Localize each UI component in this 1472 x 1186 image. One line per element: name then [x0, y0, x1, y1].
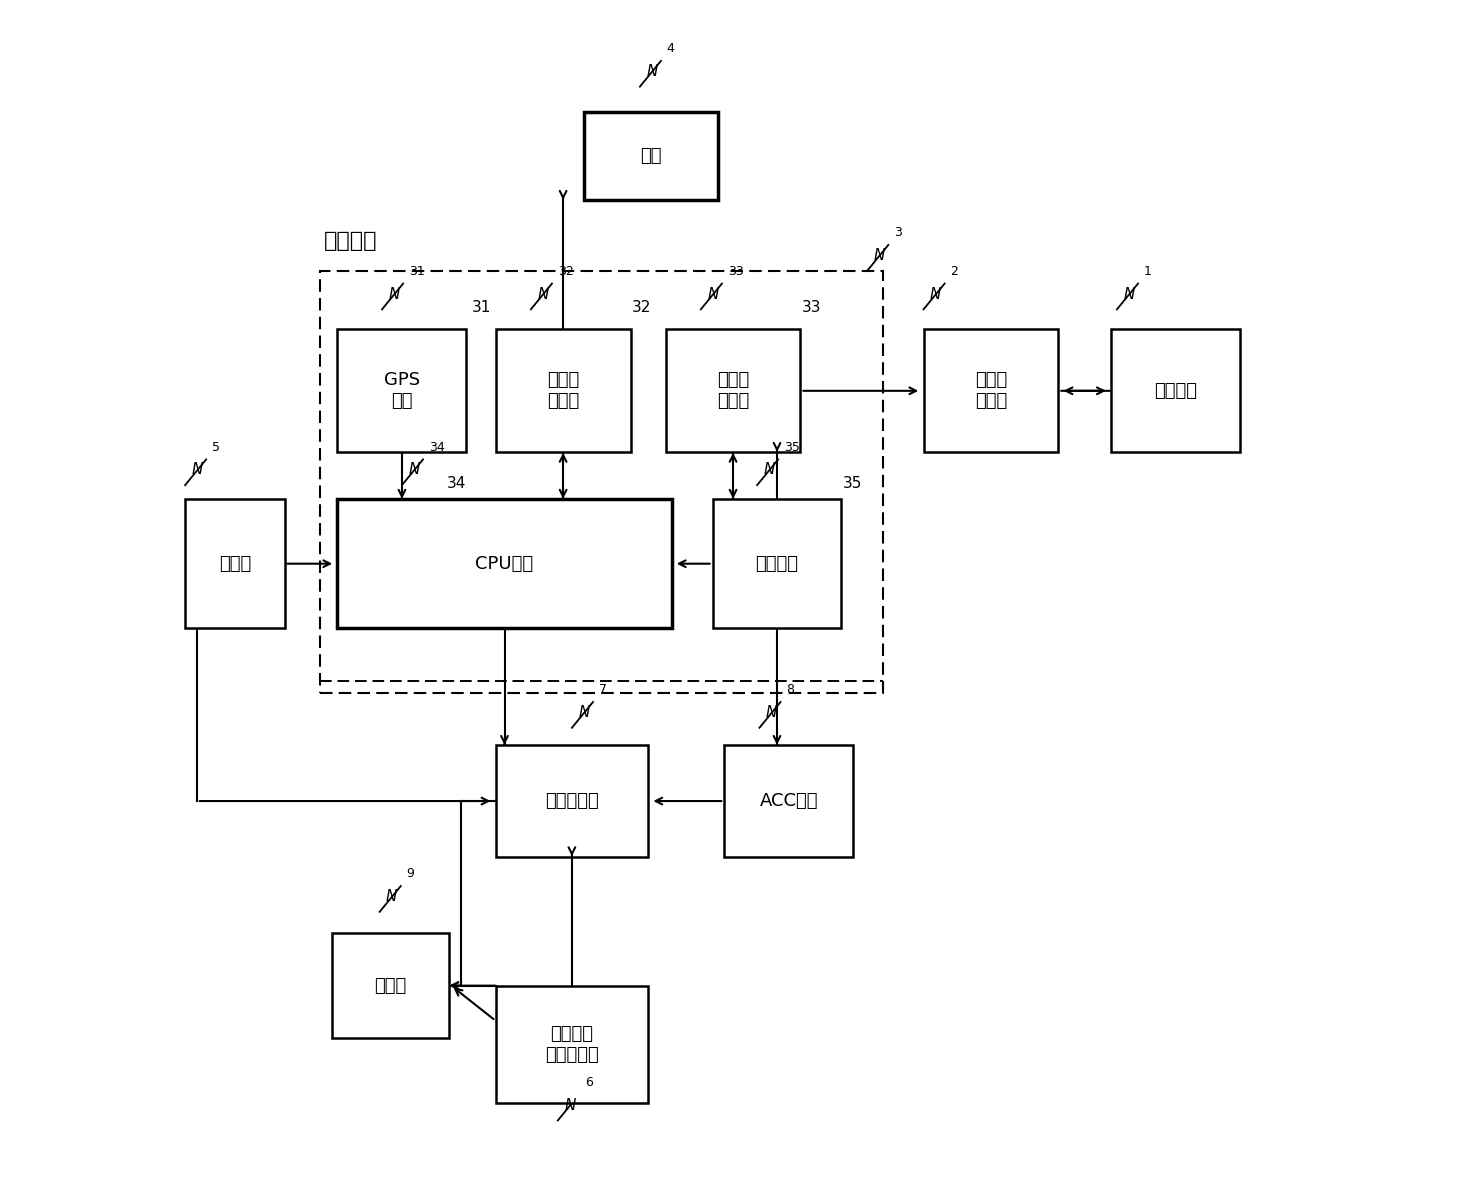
- Text: 33: 33: [727, 264, 743, 278]
- Text: N: N: [646, 64, 658, 79]
- Text: N: N: [930, 287, 941, 301]
- Text: 9: 9: [406, 867, 415, 880]
- Text: 音频解
码模块: 音频解 码模块: [548, 371, 580, 410]
- Bar: [712, 499, 842, 629]
- Text: 33: 33: [802, 300, 821, 315]
- Bar: [331, 933, 449, 1039]
- Bar: [337, 330, 467, 452]
- Bar: [319, 270, 883, 693]
- Bar: [724, 745, 854, 856]
- Text: GPS
模块: GPS 模块: [384, 371, 420, 410]
- Text: 无线通
信模块: 无线通 信模块: [717, 371, 749, 410]
- Text: 喊叭: 喊叭: [640, 147, 662, 165]
- Text: 34: 34: [428, 440, 445, 453]
- Text: N: N: [578, 704, 590, 720]
- Text: 35: 35: [785, 440, 799, 453]
- Bar: [923, 330, 1058, 452]
- Text: 31: 31: [409, 264, 425, 278]
- Text: 3: 3: [894, 227, 902, 240]
- Text: N: N: [707, 287, 718, 301]
- Text: 车载终端: 车载终端: [324, 231, 377, 251]
- Bar: [337, 499, 671, 629]
- Bar: [583, 113, 718, 200]
- Bar: [1111, 330, 1239, 452]
- Text: ACC信号: ACC信号: [760, 792, 818, 810]
- Bar: [496, 330, 630, 452]
- Bar: [665, 330, 801, 452]
- Text: 光电耦合器: 光电耦合器: [545, 792, 599, 810]
- Text: N: N: [386, 890, 397, 904]
- Bar: [496, 986, 648, 1103]
- Text: N: N: [1123, 287, 1135, 301]
- Text: N: N: [537, 287, 549, 301]
- Text: 7: 7: [599, 683, 606, 696]
- Text: 35: 35: [842, 476, 863, 491]
- Text: N: N: [765, 704, 777, 720]
- Text: 6: 6: [584, 1076, 593, 1089]
- Text: N: N: [873, 248, 885, 263]
- Bar: [496, 745, 648, 856]
- Text: 8: 8: [786, 683, 795, 696]
- Text: 32: 32: [558, 264, 574, 278]
- Text: 4: 4: [667, 42, 674, 55]
- Text: 2: 2: [951, 264, 958, 278]
- Text: N: N: [564, 1098, 576, 1112]
- Bar: [185, 499, 284, 629]
- Text: CPU模块: CPU模块: [475, 555, 533, 573]
- Text: N: N: [191, 463, 203, 478]
- Text: 监控中心: 监控中心: [1154, 382, 1197, 400]
- Text: 计价器: 计价器: [219, 555, 252, 573]
- Text: 34: 34: [446, 476, 465, 491]
- Text: 32: 32: [631, 300, 651, 315]
- Text: 漫反射型
光电传感器: 漫反射型 光电传感器: [545, 1025, 599, 1064]
- Text: 摄像头: 摄像头: [374, 976, 406, 995]
- Text: 31: 31: [473, 300, 492, 315]
- Text: N: N: [764, 463, 774, 478]
- Text: N: N: [389, 287, 400, 301]
- Text: 1: 1: [1144, 264, 1151, 278]
- Text: N: N: [408, 463, 420, 478]
- Text: 电源模块: 电源模块: [755, 555, 798, 573]
- Text: 移动通
信网络: 移动通 信网络: [974, 371, 1007, 410]
- Text: 5: 5: [212, 440, 221, 453]
